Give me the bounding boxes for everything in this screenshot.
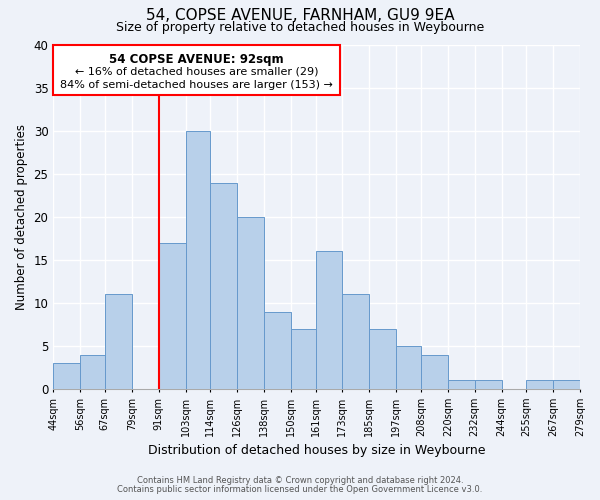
Y-axis label: Number of detached properties: Number of detached properties — [15, 124, 28, 310]
Bar — [370, 329, 396, 389]
Bar — [185, 131, 210, 389]
Bar — [343, 294, 370, 389]
X-axis label: Distribution of detached houses by size in Weybourne: Distribution of detached houses by size … — [148, 444, 485, 458]
Bar — [421, 354, 448, 389]
Bar — [53, 363, 80, 389]
Bar — [526, 380, 553, 389]
Text: Size of property relative to detached houses in Weybourne: Size of property relative to detached ho… — [116, 22, 484, 35]
FancyBboxPatch shape — [53, 45, 340, 95]
Bar — [316, 252, 343, 389]
Text: ← 16% of detached houses are smaller (29): ← 16% of detached houses are smaller (29… — [75, 66, 319, 76]
Text: 54 COPSE AVENUE: 92sqm: 54 COPSE AVENUE: 92sqm — [109, 52, 284, 66]
Bar — [396, 346, 421, 389]
Text: 84% of semi-detached houses are larger (153) →: 84% of semi-detached houses are larger (… — [60, 80, 333, 90]
Bar — [237, 217, 264, 389]
Bar — [210, 182, 237, 389]
Bar — [553, 380, 580, 389]
Bar — [158, 243, 185, 389]
Bar — [291, 329, 316, 389]
Text: Contains HM Land Registry data © Crown copyright and database right 2024.: Contains HM Land Registry data © Crown c… — [137, 476, 463, 485]
Bar — [80, 354, 105, 389]
Text: 54, COPSE AVENUE, FARNHAM, GU9 9EA: 54, COPSE AVENUE, FARNHAM, GU9 9EA — [146, 8, 454, 22]
Bar — [448, 380, 475, 389]
Text: Contains public sector information licensed under the Open Government Licence v3: Contains public sector information licen… — [118, 485, 482, 494]
Bar — [475, 380, 502, 389]
Bar — [105, 294, 132, 389]
Bar — [264, 312, 291, 389]
